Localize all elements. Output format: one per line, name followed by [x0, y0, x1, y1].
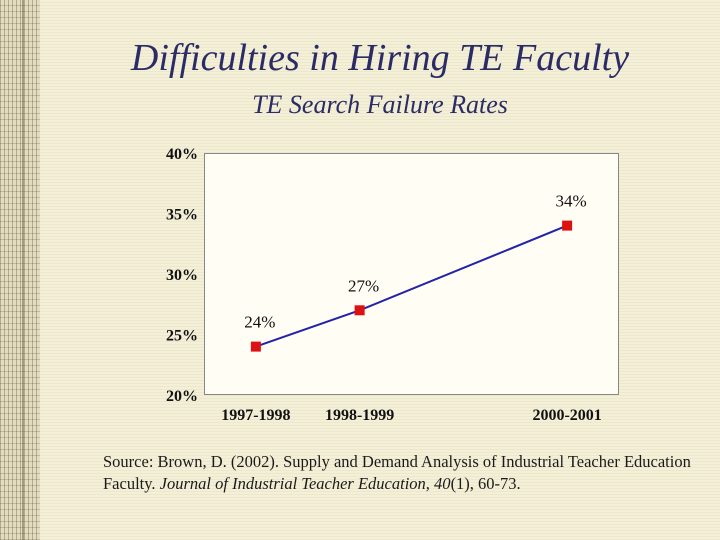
- source-issue-pages: (1), 60-73.: [450, 474, 521, 493]
- x-tick-label: 2000-2001: [532, 407, 601, 424]
- x-tick-label: 1997-1998: [221, 407, 290, 424]
- y-tick-label: 20%: [166, 388, 198, 405]
- y-axis: 20% 25% 30% 35% 40%: [166, 146, 198, 405]
- y-tick-label: 25%: [166, 328, 198, 345]
- series-layer: 24% 27% 34%: [244, 192, 587, 352]
- slide-title: Difficulties in Hiring TE Faculty: [130, 37, 630, 79]
- y-tick-label: 40%: [166, 146, 198, 163]
- data-point-marker: [562, 220, 573, 231]
- y-tick-label: 30%: [166, 267, 198, 284]
- source-journal: Journal of Industrial Teacher Education,…: [159, 474, 451, 493]
- data-label: 34%: [556, 192, 587, 211]
- plot-area: [204, 153, 619, 395]
- source-text: Source: Brown, D. (2002). Supply and Dem…: [103, 452, 691, 493]
- data-point-marker: [354, 305, 365, 316]
- series-line: [255, 224, 568, 348]
- x-tick-label: 1998-1999: [325, 407, 394, 424]
- x-axis: 1997-1998 1998-1999 2000-2001: [221, 407, 602, 424]
- slide-subtitle: TE Search Failure Rates: [252, 90, 508, 119]
- decorative-binding-strip: [0, 0, 40, 540]
- data-point-marker: [250, 341, 261, 352]
- y-tick-label: 35%: [166, 207, 198, 224]
- data-label: 27%: [348, 276, 379, 295]
- source-citation: Source: Brown, D. (2002). Supply and Dem…: [103, 451, 703, 495]
- data-label: 24%: [244, 313, 275, 332]
